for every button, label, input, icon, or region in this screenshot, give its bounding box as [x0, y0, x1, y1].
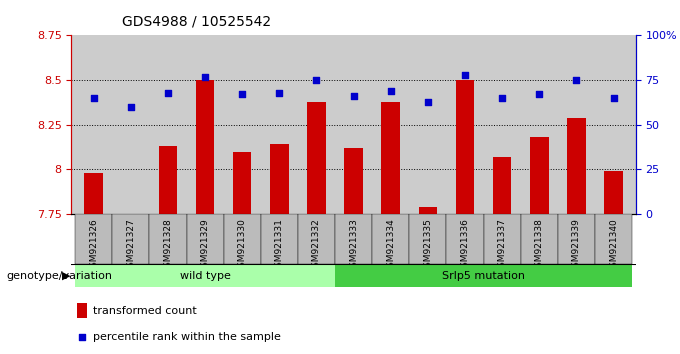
Point — [237, 92, 248, 97]
Point — [125, 104, 136, 110]
Bar — [150, 214, 186, 264]
Bar — [419, 207, 437, 214]
Point — [88, 95, 99, 101]
Text: ▶: ▶ — [63, 271, 71, 281]
Bar — [530, 137, 549, 214]
Text: GSM921340: GSM921340 — [609, 218, 618, 273]
Text: GSM921331: GSM921331 — [275, 218, 284, 273]
Bar — [372, 214, 409, 264]
Point — [311, 77, 322, 83]
Text: genotype/variation: genotype/variation — [7, 271, 113, 281]
Point — [608, 95, 619, 101]
Bar — [196, 80, 214, 214]
Point — [496, 95, 507, 101]
Bar — [233, 152, 252, 214]
Text: GSM921332: GSM921332 — [312, 218, 321, 273]
Point — [163, 90, 173, 96]
Text: GDS4988 / 10525542: GDS4988 / 10525542 — [122, 14, 271, 28]
Bar — [335, 264, 632, 287]
Bar — [260, 214, 298, 264]
Text: percentile rank within the sample: percentile rank within the sample — [93, 332, 281, 342]
Bar — [77, 303, 87, 318]
Bar — [270, 144, 288, 214]
Bar — [112, 214, 150, 264]
Bar — [344, 148, 363, 214]
Point — [571, 77, 582, 83]
Bar — [409, 214, 447, 264]
Bar — [521, 214, 558, 264]
Point — [274, 90, 285, 96]
Text: GSM921327: GSM921327 — [126, 218, 135, 273]
Text: GSM921339: GSM921339 — [572, 218, 581, 273]
Text: GSM921329: GSM921329 — [201, 218, 209, 273]
Text: GSM921326: GSM921326 — [89, 218, 98, 273]
Bar — [493, 157, 511, 214]
Text: GSM921333: GSM921333 — [349, 218, 358, 273]
Text: GSM921334: GSM921334 — [386, 218, 395, 273]
Bar — [186, 214, 224, 264]
Point — [348, 93, 359, 99]
Bar — [605, 171, 623, 214]
Bar — [558, 214, 595, 264]
Point — [200, 74, 211, 79]
Bar — [447, 214, 483, 264]
Bar — [381, 102, 400, 214]
Point — [445, 168, 456, 173]
Bar — [84, 173, 103, 214]
Point — [422, 99, 433, 104]
Text: transformed count: transformed count — [93, 306, 197, 316]
Bar — [158, 146, 177, 214]
Bar — [567, 118, 585, 214]
Text: GSM921338: GSM921338 — [534, 218, 544, 273]
Text: GSM921336: GSM921336 — [460, 218, 469, 273]
Text: wild type: wild type — [180, 271, 231, 281]
Bar — [307, 102, 326, 214]
Bar — [483, 214, 521, 264]
Point — [460, 72, 471, 78]
Bar — [75, 264, 335, 287]
Text: GSM921328: GSM921328 — [163, 218, 173, 273]
Text: GSM921335: GSM921335 — [424, 218, 432, 273]
Bar — [595, 214, 632, 264]
Point — [386, 88, 396, 94]
Text: Srlp5 mutation: Srlp5 mutation — [442, 271, 525, 281]
Point — [534, 92, 545, 97]
Text: GSM921330: GSM921330 — [238, 218, 247, 273]
Bar — [335, 214, 372, 264]
Bar — [298, 214, 335, 264]
Text: GSM921337: GSM921337 — [498, 218, 507, 273]
Bar — [224, 214, 260, 264]
Bar — [75, 214, 112, 264]
Bar — [456, 80, 474, 214]
